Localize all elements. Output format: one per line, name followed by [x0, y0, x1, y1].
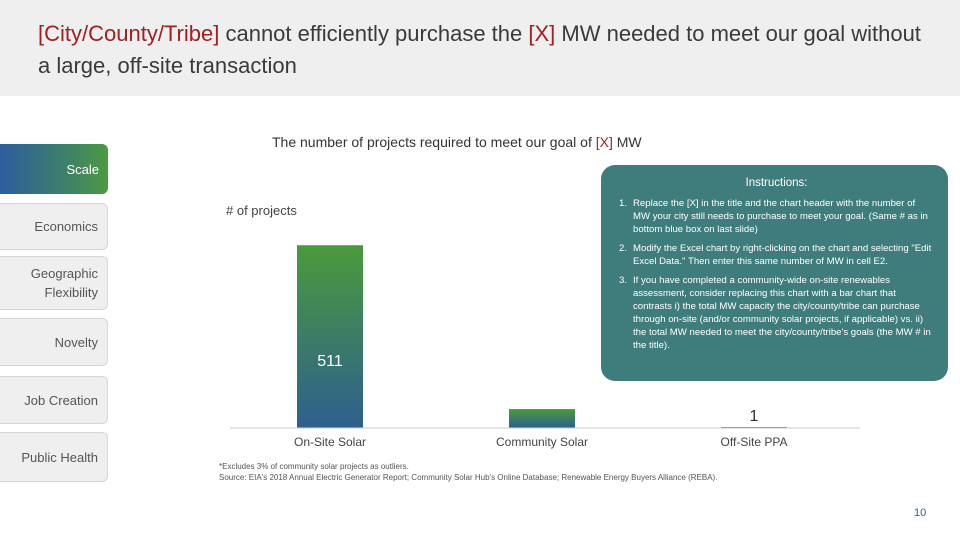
- instruction-number: 1.: [619, 198, 628, 209]
- sidebar-item-job-creation[interactable]: Job Creation: [0, 376, 108, 424]
- title-text: cannot efficiently purchase the: [219, 21, 529, 46]
- sidebar-item-label: Novelty: [54, 334, 98, 350]
- chart-header-unit: MW: [612, 134, 642, 150]
- footnote-sources: Source: EIA's 2018 Annual Electric Gener…: [219, 473, 718, 482]
- instruction-text: Modify the Excel chart by right-clicking…: [633, 243, 932, 267]
- bar-value-label: 1: [750, 408, 759, 425]
- x-tick-label: Off-Site PPA: [721, 435, 788, 449]
- chart-header: The number of projects required to meet …: [272, 134, 642, 150]
- instruction-item: 3. If you have completed a community-wid…: [619, 274, 934, 352]
- instruction-number: 2.: [619, 243, 628, 254]
- sidebar-item-novelty[interactable]: Novelty: [0, 318, 108, 366]
- bar-community-solar: [509, 409, 575, 428]
- instruction-number: 3.: [619, 275, 628, 286]
- sidebar-item-economics[interactable]: Economics: [0, 203, 108, 250]
- sidebar-item-geographic-flexibility[interactable]: Geographic Flexibility: [0, 256, 108, 310]
- title-bar: [City/County/Tribe] cannot efficiently p…: [0, 0, 960, 96]
- x-tick-label: Community Solar: [496, 435, 588, 449]
- page-number: 10: [914, 507, 927, 519]
- source-footnote: *Excludes 3% of community solar projects…: [219, 461, 717, 483]
- sidebar-item-label: Public Health: [21, 449, 98, 465]
- instruction-item: 1. Replace the [X] in the title and the …: [619, 197, 934, 236]
- sidebar-item-label: Economics: [34, 219, 98, 234]
- sidebar-item-label: Scale: [66, 161, 99, 177]
- slide-title: [City/County/Tribe] cannot efficiently p…: [38, 18, 938, 82]
- title-text-end: MW needed to meet our goal without a lar…: [38, 21, 921, 78]
- sidebar-item-public-health[interactable]: Public Health: [0, 432, 108, 482]
- title-placeholder-x: [X]: [528, 21, 556, 46]
- sidebar-item-label: Job Creation: [24, 392, 98, 408]
- instruction-text: Replace the [X] in the title and the cha…: [633, 198, 928, 235]
- instruction-item: 2. Modify the Excel chart by right-click…: [619, 242, 934, 268]
- footnote-outliers: *Excludes 3% of community solar projects…: [219, 462, 409, 471]
- bar-value-label: 53: [533, 390, 551, 407]
- x-tick-label: On-Site Solar: [294, 435, 366, 449]
- projects-bar-chart: On-Site Solar Community Solar Off-Site PPA…: [230, 245, 860, 449]
- chart-header-placeholder: [X]: [595, 134, 613, 150]
- bar-value-label: 511: [317, 353, 343, 370]
- instructions-box: Instructions: 1. Replace the [X] in the …: [601, 165, 948, 381]
- title-placeholder-entity: [City/County/Tribe]: [38, 21, 220, 46]
- chart-header-text: The number of projects required to meet …: [272, 134, 596, 150]
- sidebar-item-scale[interactable]: Scale: [0, 144, 108, 194]
- instructions-heading: Instructions:: [745, 177, 808, 189]
- sidebar-item-label: Geographic Flexibility: [30, 266, 98, 300]
- chart-y-axis-label: # of projects: [226, 203, 297, 218]
- instruction-text: If you have completed a community-wide o…: [633, 275, 931, 351]
- bar-on-site-solar: [297, 245, 363, 428]
